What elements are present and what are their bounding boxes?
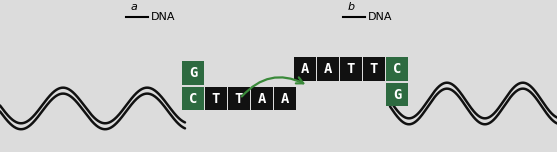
Text: T: T [212, 92, 220, 105]
Text: T: T [370, 62, 378, 76]
Text: C: C [393, 62, 401, 76]
Bar [251, 87, 273, 110]
Bar [294, 57, 316, 81]
Text: G: G [393, 88, 401, 102]
Text: T: T [235, 92, 243, 105]
Text: A: A [301, 62, 309, 76]
Text: C: C [189, 92, 197, 105]
Bar [205, 87, 227, 110]
Bar [386, 57, 408, 81]
Bar [228, 87, 250, 110]
Bar [182, 87, 204, 110]
Bar [182, 61, 204, 85]
Bar [363, 57, 385, 81]
Text: A: A [258, 92, 266, 105]
Bar [340, 57, 362, 81]
Bar [317, 57, 339, 81]
Text: DNA: DNA [151, 12, 175, 22]
Bar [274, 87, 296, 110]
Text: A: A [281, 92, 289, 105]
Text: T: T [347, 62, 355, 76]
Text: A: A [324, 62, 332, 76]
Text: a: a [130, 2, 138, 12]
Text: b: b [348, 2, 355, 12]
Text: G: G [189, 66, 197, 80]
Bar [386, 83, 408, 106]
Text: DNA: DNA [368, 12, 393, 22]
